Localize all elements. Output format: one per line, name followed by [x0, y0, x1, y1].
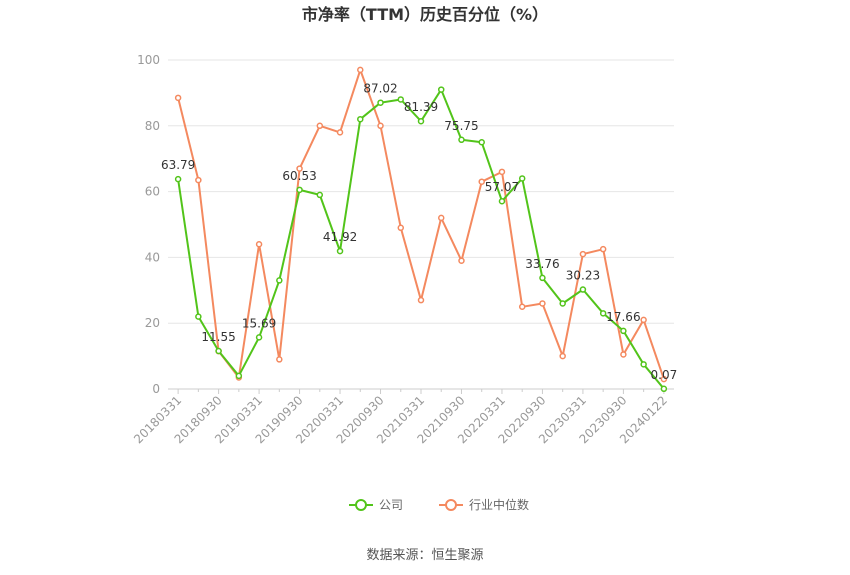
data-point — [174, 94, 182, 102]
data-label: 11.55 — [201, 330, 235, 344]
data-point — [559, 300, 566, 307]
data-point — [296, 165, 303, 172]
legend-marker — [355, 499, 367, 511]
y-tick-label: 40 — [145, 250, 160, 264]
data-point — [357, 66, 364, 74]
data-point — [539, 300, 546, 307]
data-point — [599, 310, 607, 317]
data-point — [640, 361, 647, 368]
data-point — [357, 115, 364, 123]
data-point — [498, 197, 506, 205]
data-labels: 63.79 11.55 15.69 60.53 41.92 87.02 81.39 75.75… — [161, 82, 677, 382]
data-label: 60.53 — [282, 169, 316, 183]
data-point — [660, 385, 668, 393]
data-point — [518, 303, 526, 310]
data-point — [478, 178, 485, 185]
data-point — [640, 316, 647, 324]
data-point — [478, 139, 485, 146]
data-source: 数据来源：恒生聚源 — [366, 548, 483, 563]
data-label: 75.75 — [444, 119, 478, 133]
data-point — [417, 296, 425, 304]
data-point — [174, 175, 182, 183]
data-point — [579, 250, 587, 258]
data-point — [539, 274, 546, 282]
y-tick-label: 20 — [145, 316, 160, 330]
data-point — [437, 214, 445, 222]
series — [174, 66, 668, 393]
data-point — [579, 286, 587, 293]
data-label: 63.79 — [161, 158, 195, 172]
data-label: 41.92 — [323, 230, 357, 244]
data-point — [377, 122, 384, 130]
data-point — [458, 136, 465, 144]
data-point — [296, 186, 303, 194]
data-point — [437, 86, 445, 93]
data-label: 17.66 — [606, 310, 640, 324]
data-point — [620, 351, 627, 358]
data-label: 57.07 — [485, 180, 519, 194]
data-point — [215, 347, 222, 355]
legend-marker — [445, 499, 457, 511]
legend-label-industry-median: 行业中位数 — [469, 497, 529, 512]
data-point — [316, 191, 324, 199]
grid — [168, 59, 674, 324]
data-label: 30.23 — [566, 269, 600, 283]
data-point — [518, 175, 526, 182]
axes: 0204060801002018033120180930201903312019… — [131, 53, 674, 446]
data-label: 87.02 — [363, 82, 397, 96]
data-label: 15.69 — [242, 316, 276, 330]
y-tick-label: 60 — [145, 185, 160, 199]
series-line-company — [177, 88, 665, 390]
legend-label-company: 公司 — [379, 498, 403, 512]
data-point — [255, 334, 263, 341]
data-point — [336, 247, 344, 255]
data-point — [195, 176, 202, 184]
data-point — [458, 257, 465, 264]
data-point — [336, 129, 344, 136]
data-point — [417, 117, 425, 125]
data-point — [397, 96, 405, 103]
y-tick-label: 100 — [137, 53, 160, 67]
data-point — [397, 224, 405, 232]
data-point — [620, 327, 627, 335]
data-point — [255, 240, 263, 248]
series-line-industry-median — [177, 68, 665, 380]
y-tick-label: 0 — [152, 382, 160, 396]
data-label: 33.76 — [525, 257, 559, 271]
data-point — [660, 375, 668, 383]
data-point — [276, 356, 283, 363]
data-point — [559, 352, 566, 360]
data-point — [377, 99, 384, 106]
data-point — [276, 277, 283, 284]
y-tick-label: 80 — [145, 119, 160, 133]
legend[interactable]: 公司 行业中位数 — [349, 497, 529, 512]
data-point — [498, 168, 506, 176]
data-point — [195, 313, 202, 320]
data-label: 81.39 — [404, 100, 438, 114]
data-label: 0.07 — [651, 368, 678, 382]
data-point — [316, 122, 324, 130]
data-point — [599, 245, 607, 253]
chart-title: 市净率（TTM）历史百分位（%） — [302, 5, 548, 24]
data-point — [235, 372, 243, 380]
